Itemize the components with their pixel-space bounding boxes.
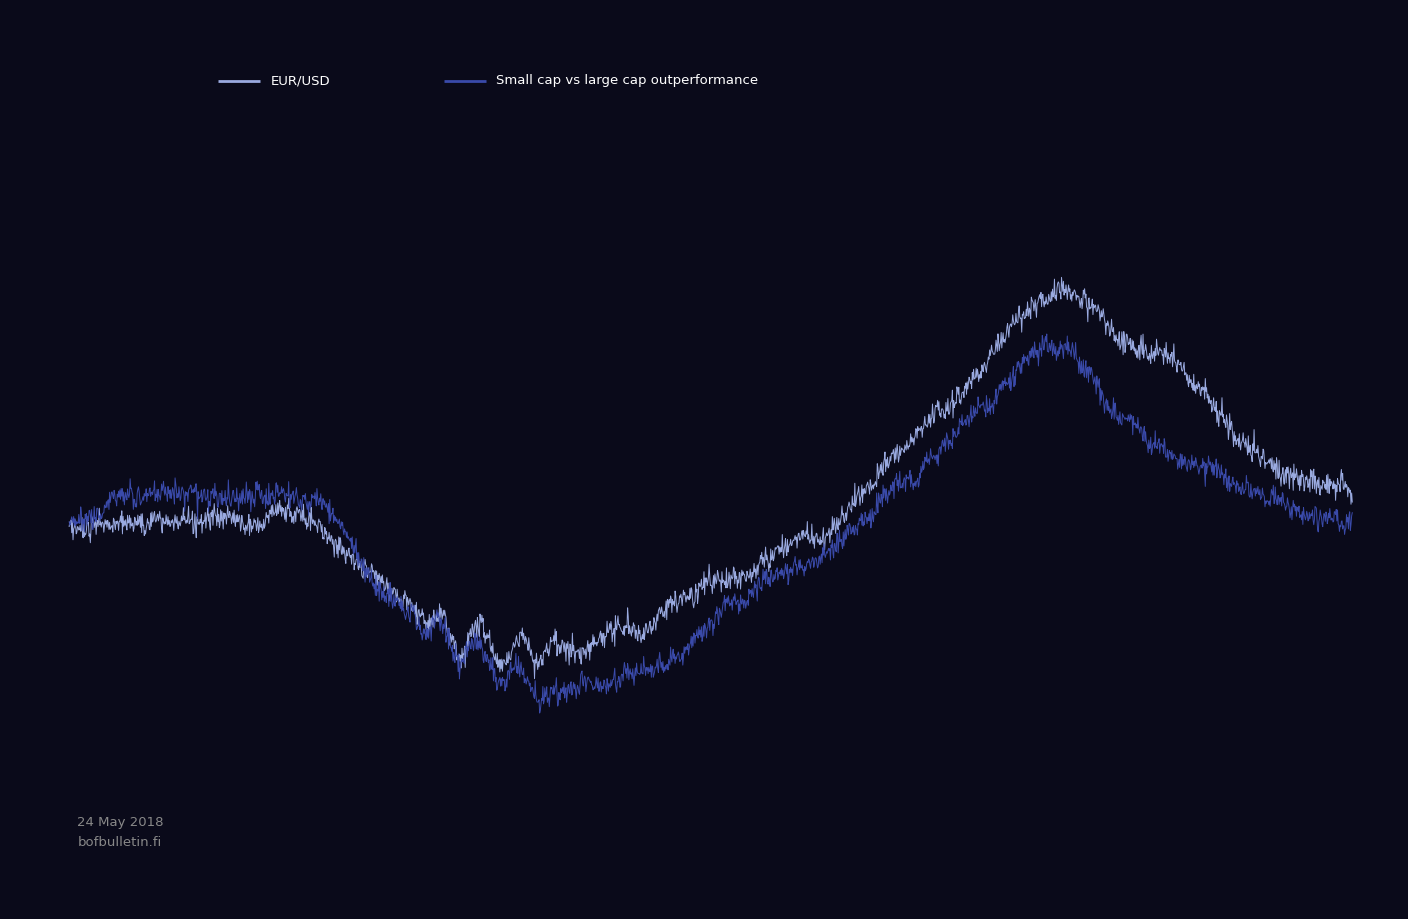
Text: bofbulletin.fi: bofbulletin.fi bbox=[77, 836, 162, 849]
Text: 24 May 2018: 24 May 2018 bbox=[77, 816, 163, 829]
Text: Small cap vs large cap outperformance: Small cap vs large cap outperformance bbox=[496, 74, 758, 87]
Text: EUR/USD: EUR/USD bbox=[270, 74, 329, 87]
